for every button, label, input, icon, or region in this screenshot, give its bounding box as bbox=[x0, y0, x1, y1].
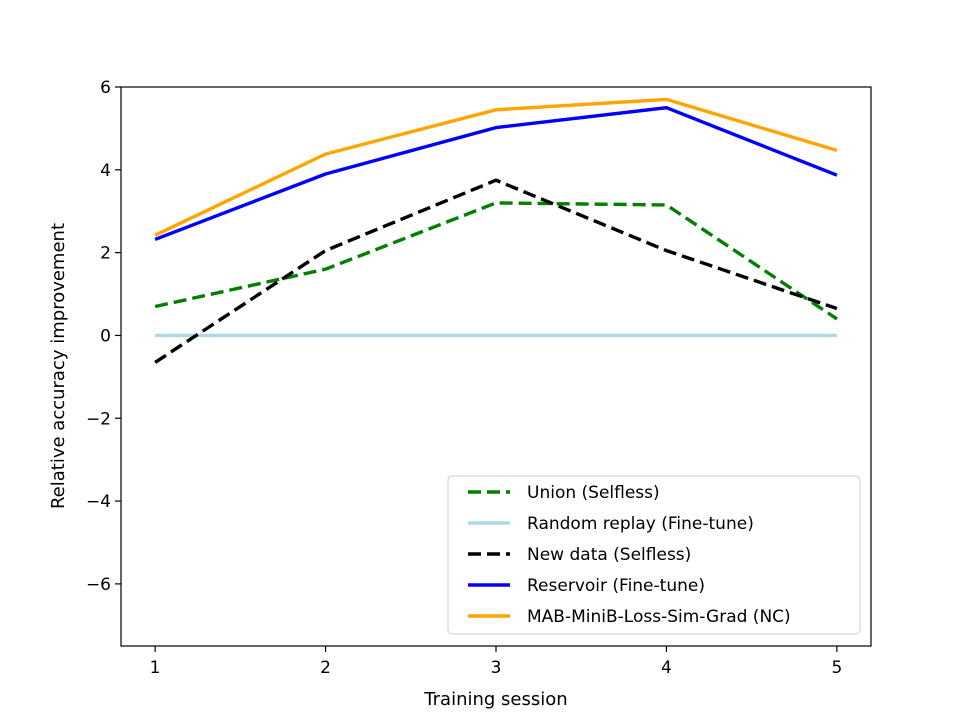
series-line-4 bbox=[154, 105, 838, 241]
legend-label-3: New data (Selfless) bbox=[527, 545, 691, 565]
x-axis: 1 2 3 4 5 bbox=[150, 646, 842, 678]
legend: Union (Selfless) Random replay (Fine-tune… bbox=[447, 475, 861, 635]
y-axis: −6 −4 −2 0 2 4 6 bbox=[86, 78, 121, 595]
x-axis-label: Training session bbox=[423, 689, 567, 710]
legend-label-2: Random replay (Fine-tune) bbox=[527, 514, 754, 534]
y-tick-label: 6 bbox=[100, 78, 111, 98]
legend-label-5: MAB-MiniB-Loss-Sim-Grad (NC) bbox=[527, 607, 791, 627]
y-tick-label: −6 bbox=[86, 575, 111, 595]
y-tick-label: 0 bbox=[100, 326, 111, 346]
legend-label-4: Reservoir (Fine-tune) bbox=[527, 576, 705, 596]
x-tick-label: 1 bbox=[150, 658, 161, 678]
series-layer bbox=[154, 97, 838, 364]
y-tick-label: −2 bbox=[86, 409, 111, 429]
y-tick-label: −4 bbox=[86, 492, 111, 512]
y-axis-label: Relative accuracy improvement bbox=[48, 223, 69, 509]
legend-label-1: Union (Selfless) bbox=[527, 483, 660, 503]
series-line-5 bbox=[154, 97, 838, 237]
series-line-3 bbox=[154, 178, 838, 364]
x-tick-label: 5 bbox=[831, 658, 842, 678]
y-tick-label: 2 bbox=[100, 244, 111, 264]
legend-box bbox=[447, 475, 861, 635]
x-tick-label: 2 bbox=[320, 658, 331, 678]
x-tick-label: 3 bbox=[491, 658, 502, 678]
x-tick-label: 4 bbox=[661, 658, 672, 678]
y-tick-label: 4 bbox=[100, 161, 111, 181]
series-line-1 bbox=[154, 201, 838, 321]
